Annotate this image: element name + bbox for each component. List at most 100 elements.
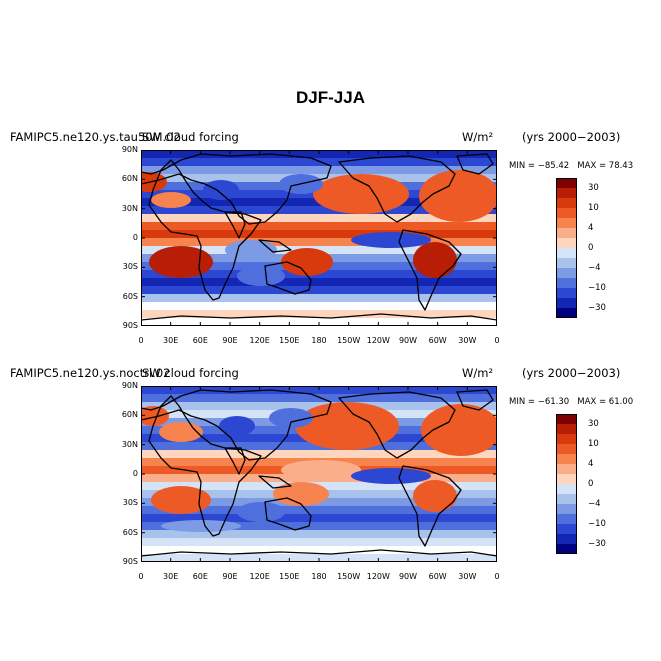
colorbar-swatch — [556, 444, 577, 454]
colorbar-level-label: 0 — [588, 479, 594, 489]
contour-patch — [351, 232, 431, 248]
coastline — [141, 153, 332, 225]
min-value: MIN = −61.30 — [509, 397, 570, 407]
contour-patch — [237, 502, 285, 522]
contour-patch — [141, 172, 167, 192]
colorbar-swatch — [556, 298, 577, 308]
colorbar-level-label: −30 — [588, 303, 606, 313]
case-label: FAMIPC5.ne120.ys.tau50M.02 — [10, 130, 181, 144]
coastline — [224, 211, 246, 239]
colorbar-level-label: −4 — [588, 263, 601, 273]
contour-patch — [141, 406, 169, 426]
contour-band — [141, 442, 497, 451]
lon-tick-label: 0 — [138, 572, 144, 581]
colorbar-level-label: 30 — [588, 183, 599, 193]
colorbar-swatch — [556, 188, 577, 198]
colorbar-swatch — [556, 534, 577, 544]
max-value: MAX = 61.00 — [577, 397, 634, 407]
contour-band — [141, 230, 497, 239]
contour-band — [141, 546, 497, 555]
colorbar-swatch — [556, 434, 577, 444]
contour-patch — [273, 482, 329, 506]
lon-tick-label: 150W — [337, 572, 361, 581]
contour-band — [141, 310, 497, 319]
colorbar-level-label: −10 — [588, 283, 606, 293]
min-max-stats: MIN = −61.30 MAX = 61.00 — [509, 397, 633, 407]
contour-patch — [203, 180, 239, 200]
lat-tick-label: 30N — [121, 203, 138, 213]
lon-tick-label: 150E — [279, 572, 300, 581]
years-label: (yrs 2000−2003) — [522, 130, 621, 144]
contour-band — [141, 222, 497, 231]
units-label: W/m² — [462, 130, 494, 144]
colorbar-swatch — [556, 258, 577, 268]
coastline — [148, 159, 262, 301]
lon-tick-label: 120W — [366, 336, 390, 345]
colorbar-swatch — [556, 414, 577, 424]
contour-patch — [237, 266, 285, 286]
contour-band — [141, 394, 497, 403]
contour-patch — [219, 416, 255, 436]
contour-patch — [149, 246, 213, 278]
lon-tick-label: 30W — [458, 336, 477, 345]
colorbar-swatch — [556, 494, 577, 504]
lon-tick-label: 180 — [311, 572, 327, 581]
lon-tick-label: 90E — [222, 336, 238, 345]
lon-tick-label: 120W — [366, 572, 390, 581]
map-svg — [141, 386, 497, 562]
max-value: MAX = 78.43 — [577, 161, 634, 171]
lat-tick-label: 90N — [121, 145, 138, 154]
contour-patch — [313, 174, 409, 214]
coastline — [338, 391, 456, 459]
lon-tick-label: 120E — [249, 572, 270, 581]
contour-patch — [295, 402, 399, 450]
contour-patch — [281, 460, 361, 480]
colorbar-level-label: 10 — [588, 203, 599, 213]
contour-patch — [151, 486, 211, 514]
coastline — [148, 395, 262, 537]
lon-tick-label: 120E — [249, 336, 270, 345]
lon-tick-label: 30E — [163, 572, 179, 581]
colorbar-level-label: 4 — [588, 223, 594, 233]
contour-patch — [161, 520, 241, 532]
contour-patch — [269, 408, 313, 428]
lon-tick-label: 60W — [428, 336, 447, 345]
contour-map — [141, 386, 497, 562]
colorbar-swatch — [556, 524, 577, 534]
contour-band — [141, 286, 497, 295]
colorbar-level-label: 4 — [588, 459, 594, 469]
contour-band — [141, 538, 497, 547]
contour-map — [141, 150, 497, 326]
lat-tick-label: 60N — [121, 174, 138, 184]
contour-patch — [419, 170, 497, 222]
lon-tick-label: 150E — [279, 336, 300, 345]
contour-band — [141, 150, 497, 159]
lat-tick-label: 0 — [132, 233, 138, 242]
colorbar-swatch — [556, 288, 577, 298]
coastline — [258, 475, 292, 489]
lon-tick-label: 90E — [222, 572, 238, 581]
contour-band — [141, 522, 497, 531]
case-label: FAMIPC5.ne120.ys.noctrl.02 — [10, 366, 171, 380]
lon-tick-label: 150W — [337, 336, 361, 345]
colorbar-swatch — [556, 484, 577, 494]
map-panel-1: FAMIPC5.ne120.ys.tau50M.02 SW cloud forc… — [0, 130, 661, 370]
colorbar-swatch — [556, 178, 577, 188]
colorbar — [556, 414, 577, 554]
contour-band — [141, 166, 497, 175]
colorbar-level-label: 10 — [588, 439, 599, 449]
colorbar-swatch — [556, 424, 577, 434]
contour-patch — [413, 480, 457, 512]
colorbar-level-label: 0 — [588, 243, 594, 253]
colorbar-level-label: −10 — [588, 519, 606, 529]
contour-band — [141, 302, 497, 311]
colorbar-swatch — [556, 308, 577, 318]
units-label: W/m² — [462, 366, 494, 380]
map-svg — [141, 150, 497, 326]
lon-tick-label: 60E — [192, 336, 208, 345]
lon-tick-label: 60W — [428, 572, 447, 581]
contour-band — [141, 214, 497, 223]
coastline — [338, 155, 456, 223]
min-max-stats: MIN = −85.42 MAX = 78.43 — [509, 161, 633, 171]
colorbar-swatch — [556, 454, 577, 464]
